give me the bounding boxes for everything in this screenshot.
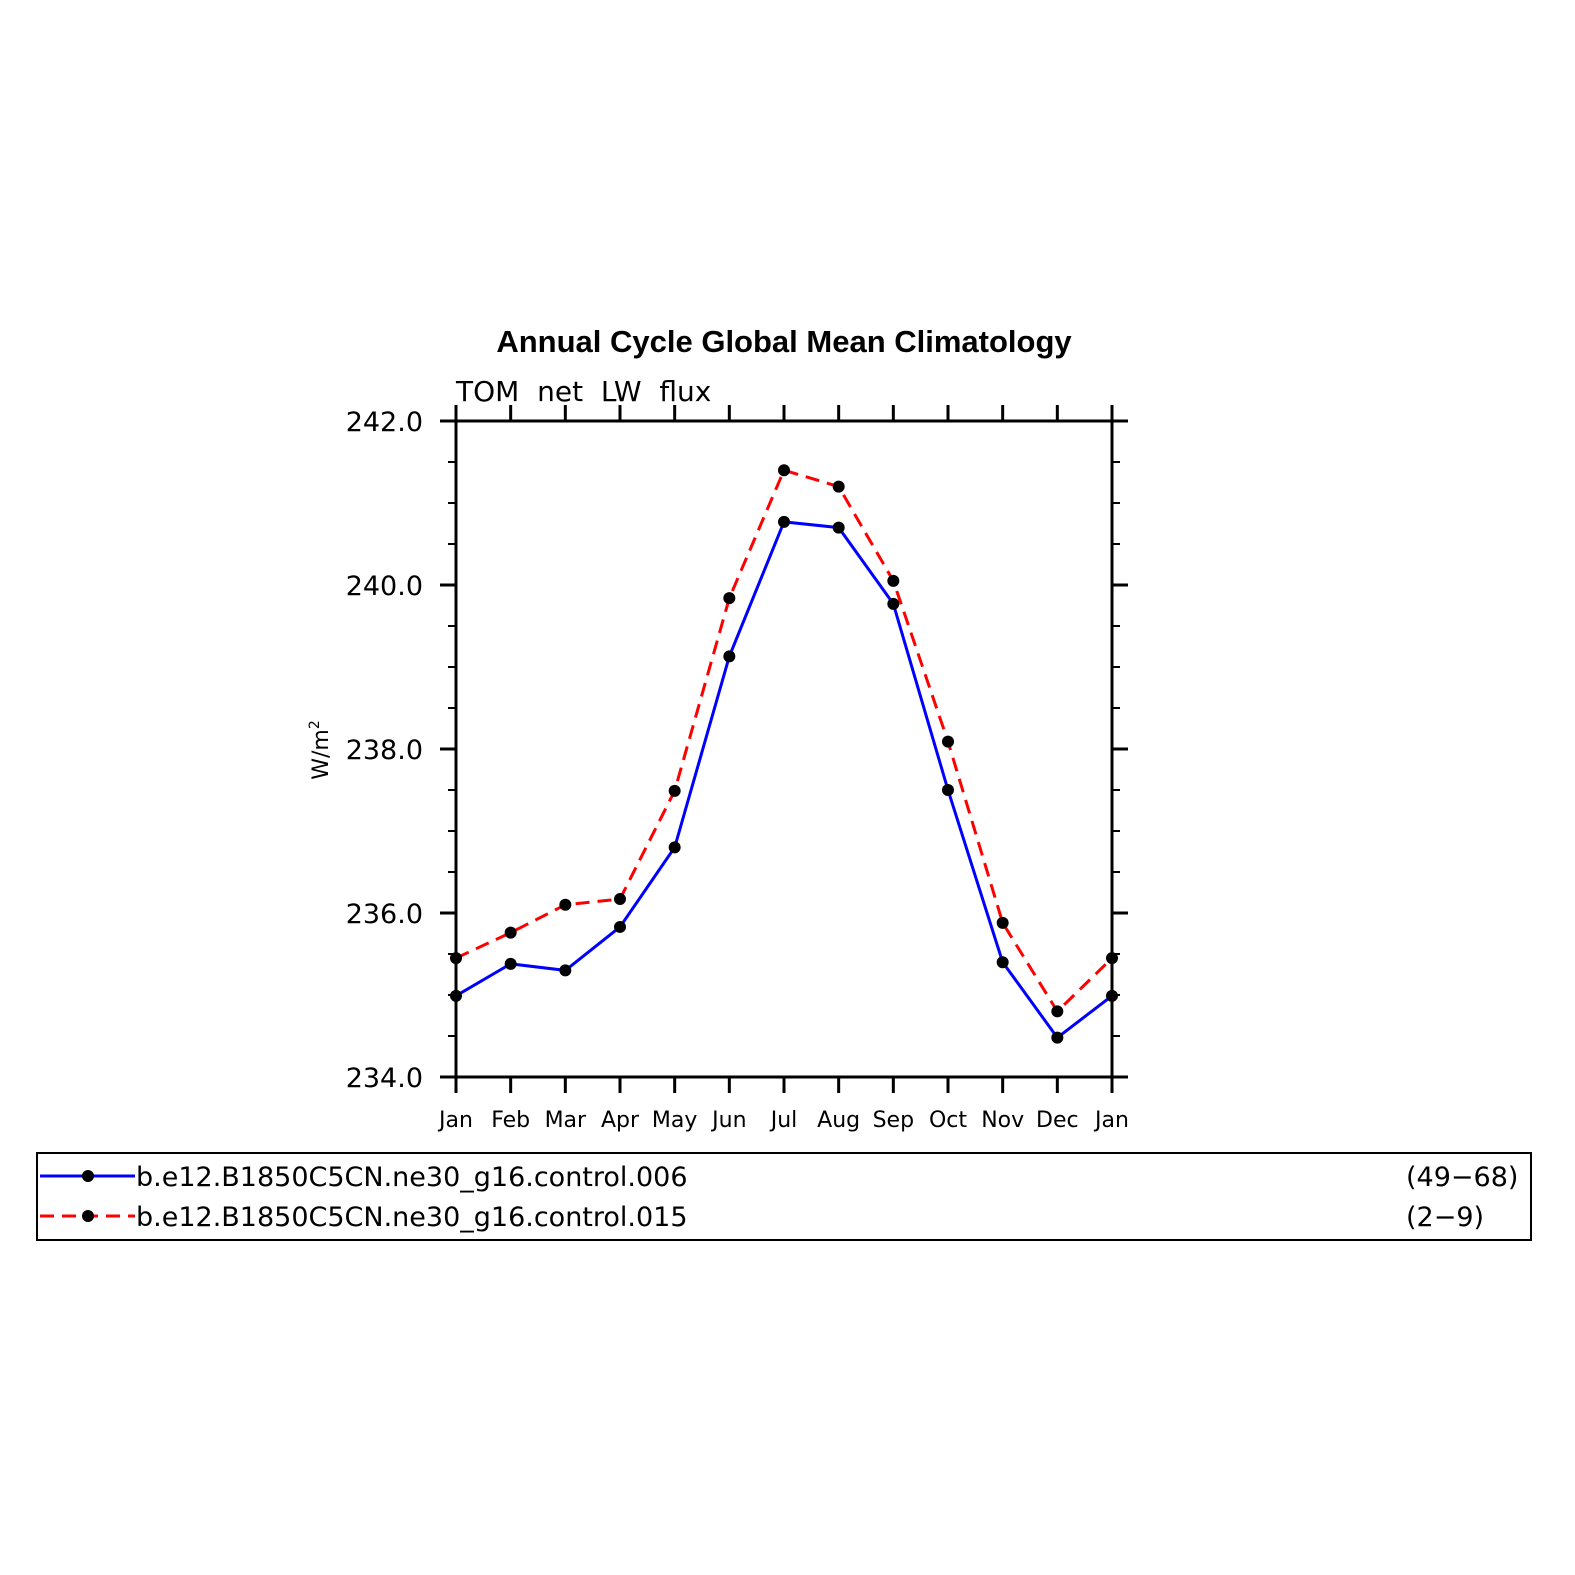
- x-tick-label: Mar: [545, 1108, 587, 1133]
- data-point: [723, 592, 736, 605]
- x-tick-label: Nov: [981, 1108, 1024, 1133]
- x-tick-label: Dec: [1036, 1108, 1079, 1133]
- data-point: [778, 464, 790, 477]
- data-point: [832, 480, 845, 493]
- y-tick-label: 238.0: [346, 735, 423, 766]
- x-tick-label: May: [652, 1108, 697, 1133]
- data-point: [832, 521, 845, 534]
- legend-years: (2−9): [1406, 1202, 1484, 1233]
- legend-years: (49−68): [1406, 1162, 1518, 1193]
- y-tick-label: 240.0: [346, 571, 423, 602]
- plot-frame: [454, 419, 1114, 1079]
- legend-label: b.e12.B1850C5CN.ne30_g16.control.006: [136, 1162, 688, 1193]
- data-point: [1051, 1005, 1064, 1018]
- series-line-1: [455, 520, 1113, 1040]
- y-tick-label: 236.0: [346, 899, 423, 930]
- x-tick-label: Jul: [769, 1108, 798, 1133]
- x-tick-label: Jan: [1093, 1108, 1129, 1133]
- legend-marker: [82, 1210, 94, 1222]
- x-tick-label: Sep: [873, 1108, 914, 1133]
- chart-title: Annual Cycle Global Mean Climatology: [496, 324, 1072, 359]
- legend-box: [36, 1152, 1532, 1241]
- data-point: [723, 650, 736, 663]
- data-point: [504, 957, 517, 970]
- data-point: [668, 784, 681, 797]
- data-point: [614, 893, 626, 906]
- axis-ticks: [440, 405, 1128, 1093]
- data-point: [1051, 1031, 1064, 1044]
- legend-label: b.e12.B1850C5CN.ne30_g16.control.015: [136, 1202, 688, 1233]
- x-tick-label: Apr: [601, 1108, 640, 1133]
- data-point: [887, 574, 900, 587]
- data-point: [942, 784, 954, 796]
- data-point: [942, 735, 954, 748]
- series-lines: [455, 468, 1114, 1040]
- data-point: [996, 956, 1009, 969]
- data-point: [887, 597, 900, 610]
- data-point: [559, 898, 572, 911]
- x-tick-label: Oct: [929, 1108, 967, 1133]
- data-point: [996, 916, 1009, 929]
- series-line-2: [455, 468, 1114, 1014]
- legend-marker: [82, 1170, 94, 1182]
- x-tick-label: Aug: [817, 1108, 860, 1133]
- y-tick-label: 242.0: [346, 407, 423, 438]
- data-point: [504, 926, 517, 939]
- legend: b.e12.B1850C5CN.ne30_g16.control.006 (49−…: [40, 1162, 1518, 1233]
- data-point: [668, 841, 681, 854]
- chart-subtitle: TOM net LW flux: [455, 375, 711, 408]
- data-point: [778, 515, 790, 528]
- x-tick-label: Jun: [710, 1108, 746, 1133]
- data-point: [614, 920, 626, 933]
- x-tick-labels: Jan Feb Mar Apr May Jun Jul Aug Sep Oct Nov Dec Jan: [437, 1108, 1129, 1133]
- y-axis-label-superscript: 2: [307, 720, 323, 729]
- data-point: [559, 964, 572, 977]
- x-tick-label: Jan: [437, 1108, 473, 1133]
- y-axis-label: W/m2: [307, 720, 334, 780]
- series-points: [450, 464, 1118, 1044]
- x-tick-label: Feb: [491, 1108, 530, 1133]
- y-tick-label: 234.0: [346, 1063, 423, 1094]
- y-tick-labels: 234.0 236.0 238.0 240.0 242.0: [346, 407, 423, 1094]
